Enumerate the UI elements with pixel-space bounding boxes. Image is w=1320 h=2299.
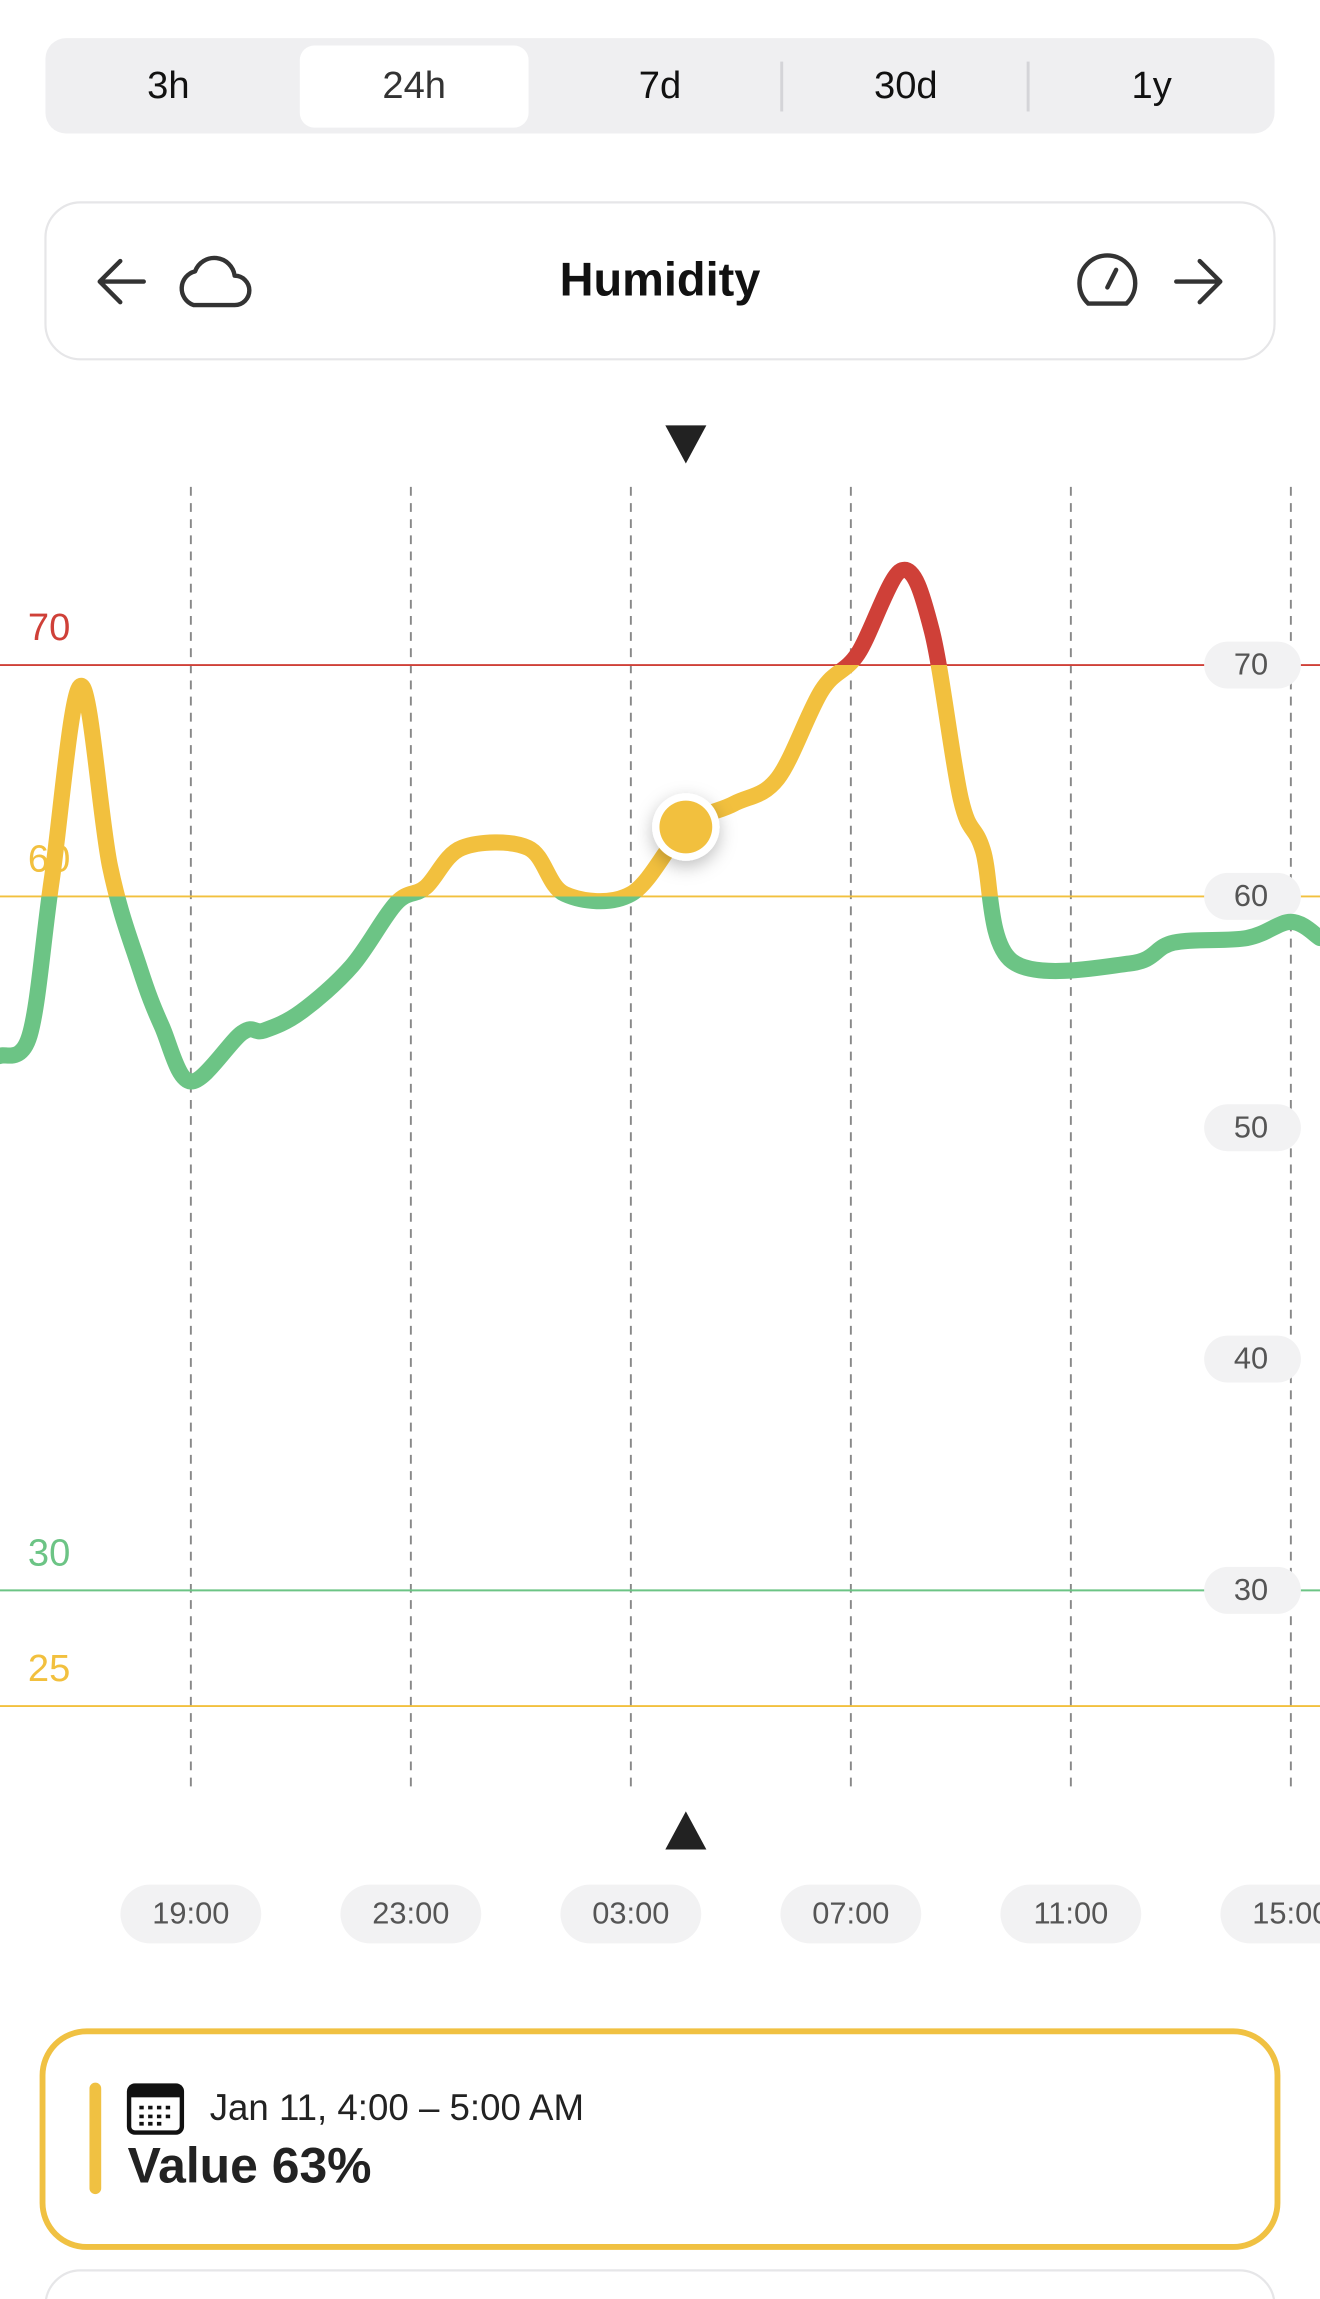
x-tick-label: 19:00 xyxy=(152,1896,229,1931)
y-tick-label: 70 xyxy=(1234,647,1268,682)
forward-arrow[interactable] xyxy=(1174,258,1223,305)
calendar-icon xyxy=(126,2083,185,2135)
header-title: Humidity xyxy=(560,253,761,305)
x-tick-label: 11:00 xyxy=(1033,1896,1108,1931)
cursor-top xyxy=(665,425,707,464)
next-card xyxy=(44,2269,1276,2299)
header-card xyxy=(44,201,1276,361)
x-tick-label: 23:00 xyxy=(372,1896,449,1931)
tab[interactable]: 24h xyxy=(382,64,446,107)
cloud-icon xyxy=(179,255,252,308)
info-card: Jan 11, 4:00 – 5:00 AM Value 63% xyxy=(39,2028,1281,2250)
x-tick-pill xyxy=(1000,1884,1142,1944)
highlight-point[interactable] xyxy=(659,800,713,854)
info-card-border xyxy=(39,2028,1281,2250)
info-card-date: Jan 11, 4:00 – 5:00 AM xyxy=(210,2087,584,2128)
y-tick-label: 30 xyxy=(1234,1572,1268,1607)
x-tick-pill xyxy=(560,1884,702,1944)
tab[interactable]: 30d xyxy=(874,64,938,107)
x-tick-label: 03:00 xyxy=(592,1896,669,1931)
x-tick-label: 15:00 xyxy=(1252,1896,1320,1931)
y-tick-label: 40 xyxy=(1234,1341,1268,1376)
y-tick-pill xyxy=(1204,641,1301,689)
x-tick-label: 07:00 xyxy=(812,1896,889,1931)
gauge-icon[interactable] xyxy=(1077,253,1138,306)
y-tick-pill xyxy=(1204,1335,1301,1383)
gauge-needle xyxy=(1105,267,1119,290)
y-tick-pill xyxy=(1204,1566,1301,1614)
threshold-label: 30 xyxy=(28,1531,70,1574)
data-line xyxy=(0,561,1320,1090)
tab-active-bg xyxy=(299,45,529,128)
tab[interactable]: 7d xyxy=(639,64,681,107)
cursor-bottom xyxy=(665,1811,707,1850)
chart: 19:00 23:00 03:00 07:00 11:00 15:00 70 60 30 25 70… xyxy=(0,425,1320,1944)
tab-bar: 3h 24h 7d 30d 1y xyxy=(45,38,1275,134)
y-tick-label: 50 xyxy=(1234,1109,1268,1144)
y-tick-pill xyxy=(1204,1104,1301,1152)
y-tick-pill xyxy=(1204,872,1301,920)
tab[interactable]: 1y xyxy=(1131,64,1171,107)
threshold-label: 25 xyxy=(28,1647,70,1690)
x-tick-pill xyxy=(1220,1884,1320,1944)
info-card-accent xyxy=(89,2082,102,2195)
y-tick-label: 60 xyxy=(1234,878,1268,913)
back-arrow[interactable] xyxy=(97,258,146,305)
x-tick-pill xyxy=(120,1884,262,1944)
info-card-value: Value 63% xyxy=(128,2137,372,2193)
x-tick-pill xyxy=(780,1884,922,1944)
tab[interactable]: 3h xyxy=(147,64,189,107)
x-tick-pill xyxy=(340,1884,482,1944)
threshold-label: 70 xyxy=(28,606,70,649)
header: Humidity xyxy=(44,201,1276,361)
